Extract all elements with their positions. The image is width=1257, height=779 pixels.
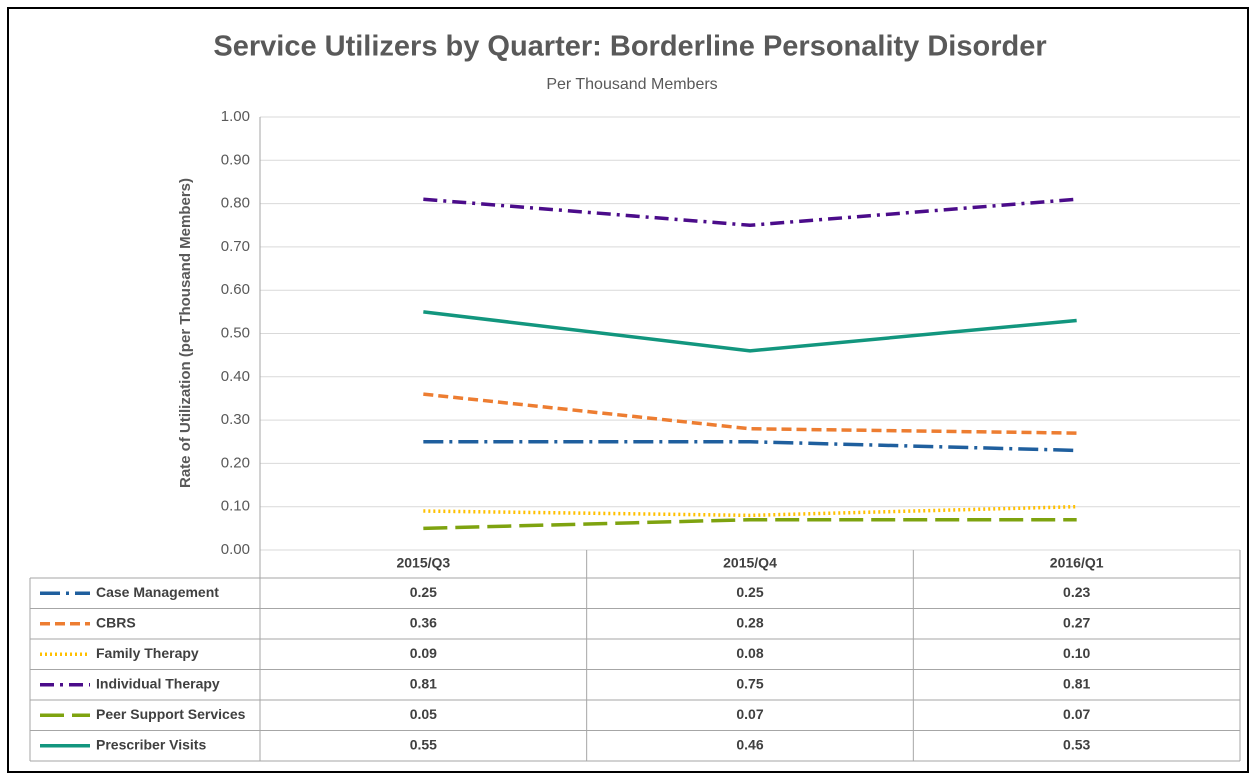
y-tick-label: 0.50 <box>221 324 250 341</box>
series-line <box>423 517 1077 531</box>
legend-label: Individual Therapy <box>96 675 220 691</box>
y-tick-label: 0.70 <box>221 238 250 255</box>
data-label: 0.55 <box>410 736 437 752</box>
data-label: 0.75 <box>736 675 763 691</box>
data-label: 0.28 <box>736 614 763 630</box>
legend-label: CBRS <box>96 614 136 630</box>
data-label: 0.53 <box>1063 736 1090 752</box>
data-label: 0.27 <box>1063 614 1090 630</box>
y-tick-label: 0.90 <box>221 151 250 168</box>
data-label: 0.25 <box>410 584 437 600</box>
frame <box>7 7 1249 773</box>
x-tick-label: 2015/Q4 <box>723 555 777 571</box>
data-label: 0.81 <box>410 675 437 691</box>
series-line <box>423 392 1077 435</box>
chart-title: Service Utilizers by Quarter: Borderline… <box>213 31 1046 63</box>
y-tick-label: 0.00 <box>221 541 250 558</box>
y-tick-label: 0.30 <box>221 411 250 428</box>
data-label: 0.46 <box>736 736 763 752</box>
series-line <box>423 440 1077 453</box>
x-tick-label: 2016/Q1 <box>1050 555 1104 571</box>
chart-subtitle: Per Thousand Members <box>546 76 717 93</box>
data-label: 0.81 <box>1063 675 1090 691</box>
y-axis-label: Rate of Utilization (per Thousand Member… <box>177 178 194 488</box>
legend-label: Case Management <box>96 584 219 600</box>
series-line <box>423 310 1077 353</box>
data-label: 0.23 <box>1063 584 1090 600</box>
data-label: 0.09 <box>410 645 437 661</box>
y-tick-label: 0.80 <box>221 195 250 212</box>
data-label: 0.05 <box>410 706 437 722</box>
data-label: 0.07 <box>736 706 763 722</box>
data-label: 0.07 <box>1063 706 1090 722</box>
data-label: 0.36 <box>410 614 437 630</box>
data-label: 0.10 <box>1063 645 1090 661</box>
y-tick-label: 0.20 <box>221 454 250 471</box>
series-line <box>423 504 1077 518</box>
legend-label: Prescriber Visits <box>96 736 206 752</box>
series-line <box>423 197 1077 228</box>
y-tick-label: 0.40 <box>221 368 250 385</box>
x-tick-label: 2015/Q3 <box>396 555 450 571</box>
legend-label: Family Therapy <box>96 645 199 661</box>
data-label: 0.25 <box>736 584 763 600</box>
y-tick-label: 0.10 <box>221 498 250 515</box>
y-tick-label: 1.00 <box>221 108 250 125</box>
data-label: 0.08 <box>736 645 763 661</box>
y-tick-label: 0.60 <box>221 281 250 298</box>
legend-label: Peer Support Services <box>96 706 246 722</box>
